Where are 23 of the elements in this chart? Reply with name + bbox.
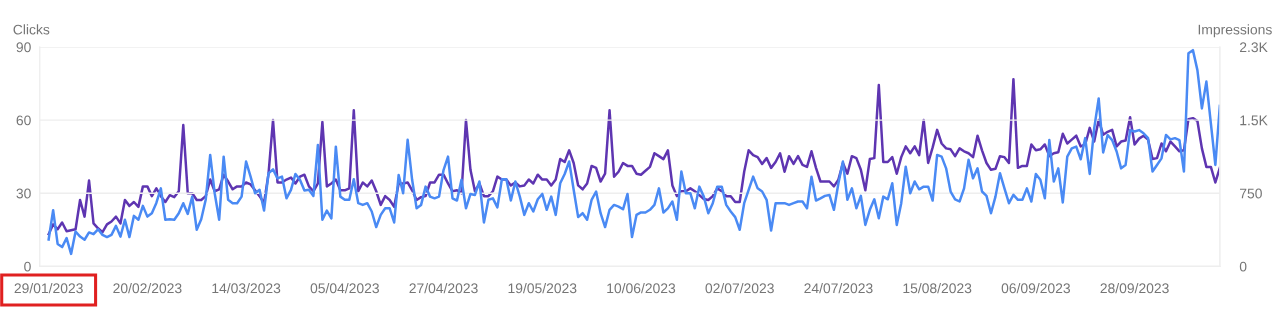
x-tick-label: 24/07/2023: [804, 282, 873, 294]
y2-tick-label: 0: [1239, 261, 1247, 272]
line-series: [47, 48, 1220, 256]
y2-tick-label: 2.3K: [1239, 42, 1268, 53]
x-tick-label: 19/05/2023: [508, 282, 577, 294]
y-tick-label: 60: [16, 115, 31, 126]
x-tick-label: 15/08/2023: [903, 282, 972, 294]
x-tick-label: 05/04/2023: [310, 282, 379, 294]
x-tick-label: 06/09/2023: [1001, 282, 1071, 294]
y2-axis-title: Impressions: [1198, 24, 1272, 38]
y-tick-label: 90: [16, 42, 31, 53]
y-tick-label: 30: [16, 188, 31, 199]
y2-tick-label: 750: [1240, 188, 1262, 199]
x-tick-label: 20/02/2023: [113, 282, 182, 294]
x-tick-label: 10/06/2023: [607, 282, 676, 294]
x-tick-label: 14/03/2023: [212, 282, 281, 294]
y2-tick-label: 1.5K: [1240, 115, 1268, 126]
x-tick-label: 29/01/2023: [14, 282, 83, 294]
x-tick-label: 27/04/2023: [409, 282, 478, 294]
x-tick-label: 28/09/2023: [1100, 282, 1169, 294]
x-tick-label: 02/07/2023: [705, 282, 774, 294]
y-tick-label: 0: [24, 261, 31, 272]
y-axis-title: Clicks: [13, 24, 50, 35]
